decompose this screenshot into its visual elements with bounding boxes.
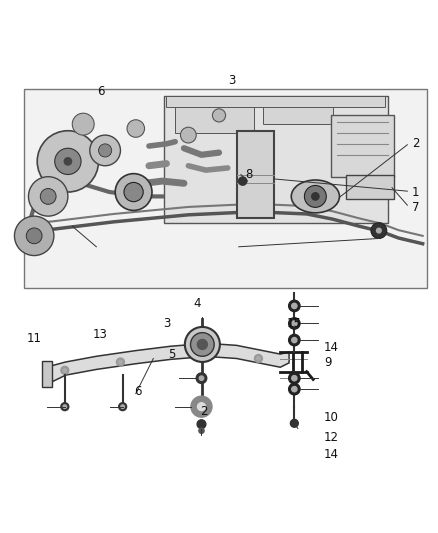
Circle shape: [292, 386, 297, 392]
Circle shape: [72, 113, 94, 135]
Circle shape: [197, 420, 206, 429]
Circle shape: [99, 144, 112, 157]
Polygon shape: [46, 344, 289, 385]
Circle shape: [290, 419, 298, 427]
Circle shape: [61, 403, 69, 410]
Circle shape: [212, 109, 226, 122]
FancyBboxPatch shape: [331, 115, 394, 177]
Circle shape: [292, 303, 297, 309]
Circle shape: [311, 192, 320, 201]
Circle shape: [37, 131, 99, 192]
Circle shape: [204, 352, 208, 356]
Text: 14: 14: [324, 341, 339, 354]
Circle shape: [289, 373, 300, 384]
Bar: [346, 174, 394, 199]
Circle shape: [28, 177, 68, 216]
Circle shape: [191, 333, 214, 356]
Circle shape: [119, 403, 127, 410]
FancyBboxPatch shape: [164, 96, 388, 223]
Bar: [175, 98, 254, 133]
Text: 4: 4: [193, 297, 201, 310]
Circle shape: [63, 405, 67, 408]
Circle shape: [202, 350, 210, 358]
Circle shape: [197, 339, 208, 350]
Circle shape: [196, 373, 207, 383]
Circle shape: [289, 383, 300, 395]
Circle shape: [26, 228, 42, 244]
Circle shape: [289, 300, 300, 312]
Text: 6: 6: [97, 85, 105, 98]
Circle shape: [61, 366, 69, 374]
Circle shape: [199, 428, 204, 433]
Circle shape: [180, 127, 196, 143]
Text: 7: 7: [412, 201, 419, 214]
Text: 8: 8: [245, 168, 253, 181]
Circle shape: [64, 157, 72, 166]
Bar: [166, 96, 385, 107]
Circle shape: [63, 368, 67, 372]
Text: 6: 6: [134, 385, 142, 398]
Circle shape: [117, 358, 124, 366]
Text: 5: 5: [168, 348, 175, 361]
Circle shape: [40, 189, 56, 204]
Circle shape: [289, 318, 300, 329]
Text: 10: 10: [324, 411, 339, 424]
Bar: [24, 89, 427, 288]
Circle shape: [185, 327, 220, 362]
Text: 14: 14: [324, 448, 339, 462]
Circle shape: [119, 360, 122, 364]
Text: 11: 11: [27, 332, 42, 345]
Text: 12: 12: [324, 431, 339, 444]
Text: 13: 13: [92, 328, 107, 341]
Bar: [263, 98, 333, 124]
Circle shape: [14, 216, 54, 255]
Circle shape: [371, 223, 387, 238]
Text: 9: 9: [324, 357, 332, 369]
Circle shape: [90, 135, 120, 166]
Bar: [237, 131, 274, 219]
Circle shape: [198, 403, 205, 410]
Circle shape: [292, 337, 297, 343]
Text: 3: 3: [229, 74, 236, 87]
Circle shape: [304, 185, 326, 207]
Circle shape: [121, 405, 124, 408]
Circle shape: [199, 376, 204, 381]
Circle shape: [257, 357, 260, 360]
Text: 2: 2: [200, 405, 208, 418]
Ellipse shape: [291, 180, 339, 213]
Circle shape: [115, 174, 152, 211]
Text: 1: 1: [412, 185, 419, 198]
Text: 15: 15: [287, 317, 302, 330]
Circle shape: [292, 376, 297, 381]
Circle shape: [254, 354, 262, 362]
Circle shape: [55, 148, 81, 174]
Circle shape: [127, 120, 145, 138]
Circle shape: [289, 334, 300, 346]
Text: 3: 3: [163, 317, 171, 330]
Circle shape: [376, 228, 382, 233]
Text: 2: 2: [412, 138, 419, 150]
Polygon shape: [42, 361, 52, 387]
Circle shape: [191, 396, 212, 417]
Circle shape: [238, 176, 247, 186]
Circle shape: [292, 321, 297, 326]
Circle shape: [124, 182, 143, 201]
